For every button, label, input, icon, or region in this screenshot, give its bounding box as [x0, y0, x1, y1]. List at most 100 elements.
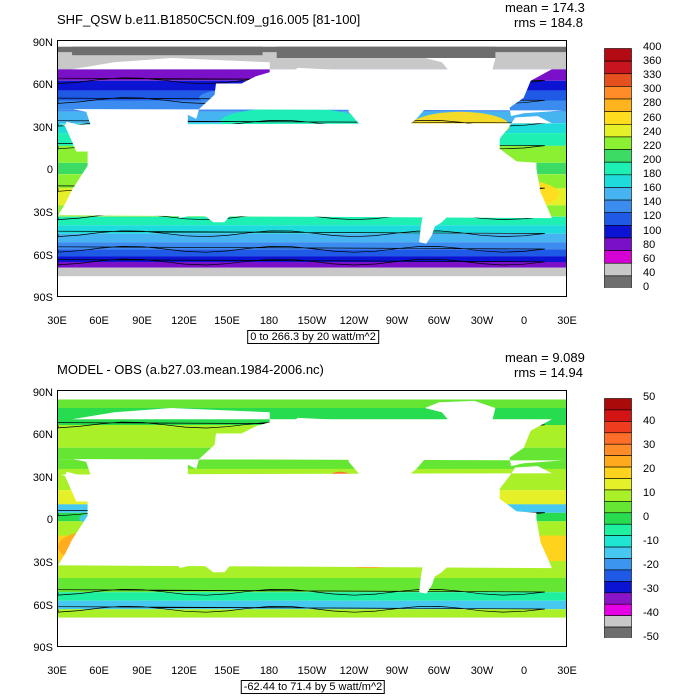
colorbar-label: 120	[643, 210, 662, 223]
x-tick-label: 0	[520, 665, 528, 677]
contour-line	[58, 605, 545, 613]
heatmap-canvas	[58, 41, 566, 296]
colorbar-swatch	[604, 262, 632, 277]
colorbar-label: 100	[643, 224, 662, 237]
land-arctic	[58, 391, 566, 400]
colorbar-swatch	[604, 466, 632, 479]
colorbar-label: -40	[643, 607, 659, 619]
land-nAmerica	[286, 417, 445, 508]
colorbar-swatch	[604, 432, 632, 445]
colorbar-swatch	[604, 237, 632, 251]
land-greenland	[424, 50, 496, 84]
x-tick-label: 90E	[132, 315, 152, 327]
colorbar-label: 60	[643, 252, 656, 265]
colorbar-swatch	[604, 174, 632, 188]
colorbar-label: -50	[643, 631, 659, 643]
colorbar-swatch	[604, 250, 632, 264]
x-tick-label: 120E	[171, 665, 197, 677]
colorbar-swatch	[604, 73, 632, 87]
colorbar-swatch	[604, 489, 632, 502]
colorbar-swatch	[604, 398, 632, 411]
colorbar-label: -30	[643, 583, 659, 595]
colorbar-swatch	[604, 123, 632, 138]
colorbar-swatches	[604, 48, 632, 289]
field-band	[58, 578, 566, 593]
y-tick-label: 0	[46, 164, 53, 176]
colorbar-label: 280	[643, 97, 662, 110]
colorbar-label: 300	[643, 83, 662, 96]
field-band	[58, 249, 566, 257]
y-tick-label: 30S	[33, 207, 53, 219]
y-tick-label: 60N	[32, 79, 53, 91]
colorbar-label: 260	[643, 111, 662, 124]
x-tick-label: 120E	[171, 315, 197, 327]
x-tick-label: 0	[520, 315, 528, 327]
chart-title: MODEL - OBS (a.b27.03.mean.1984-2006.nc)	[57, 362, 324, 377]
colorbar	[604, 48, 632, 289]
colorbar-swatch	[604, 421, 632, 434]
chart-title: SHF_QSW b.e11.B1850C5CN.f09_g16.005 [81-…	[57, 12, 361, 27]
field-band	[58, 233, 566, 243]
x-tick-label: 60E	[89, 665, 109, 677]
colorbar-swatch	[604, 535, 632, 548]
x-tick-label: 30E	[47, 665, 67, 677]
colorbar-swatch	[604, 603, 632, 616]
colorbar-swatch	[604, 199, 632, 214]
x-tick-label: 30E	[47, 315, 67, 327]
colorbar-label: 330	[643, 69, 662, 82]
colorbar-swatch	[604, 212, 632, 226]
land-australia	[176, 534, 232, 573]
land-masses	[58, 41, 566, 296]
x-tick-label: 30E	[557, 665, 577, 677]
field-band	[58, 592, 566, 601]
land-sAmerica	[409, 151, 475, 244]
y-tick-label: 90N	[32, 37, 53, 49]
land-arctic	[58, 41, 566, 47]
colorbar-swatch	[604, 512, 632, 525]
land-antarctica	[58, 276, 566, 296]
x-tick-label: 90E	[132, 665, 152, 677]
x-tick-label: 150W	[297, 665, 327, 677]
x-tick-label: 90W	[385, 315, 409, 327]
y-tick-label: 60N	[32, 429, 53, 441]
land-antarctica	[58, 626, 566, 646]
y-tick-label: 60S	[33, 250, 53, 262]
colorbar-swatch	[604, 86, 632, 100]
x-tick-label: 30W	[470, 665, 494, 677]
units-label: 0 to 266.3 by 20 watt/m^2	[247, 330, 379, 344]
colorbar-label: 140	[643, 196, 662, 209]
colorbar-swatch	[604, 558, 632, 571]
x-tick-label: 150W	[297, 315, 327, 327]
colorbar-swatch	[604, 161, 632, 176]
colorbar-label: 180	[643, 168, 662, 181]
stats-block: mean = 174.3 rms = 184.8	[505, 0, 585, 30]
shortwave-flux-panel: SHF_QSW b.e11.B1850C5CN.f09_g16.005 [81-…	[32, 0, 662, 344]
field-band	[58, 609, 566, 618]
colorbar-swatch	[604, 523, 632, 536]
rms-stat: rms = 184.8	[513, 15, 583, 30]
x-tick-label: 150E	[214, 315, 240, 327]
colorbar-label: 220	[643, 139, 662, 152]
colorbar-swatch	[604, 136, 632, 150]
field-band	[58, 600, 566, 610]
colorbar-label: 240	[643, 125, 662, 138]
contour-line	[58, 588, 545, 596]
field-band	[58, 216, 566, 226]
colorbar-swatches	[604, 398, 632, 639]
colorbar-label: 40	[643, 266, 656, 279]
colorbar-label: 80	[643, 238, 656, 251]
colorbar-swatch	[604, 98, 632, 112]
colorbar-label: 50	[643, 391, 656, 403]
field-band	[58, 617, 566, 629]
colorbar-label: -20	[643, 559, 659, 571]
colorbar-swatch	[604, 478, 632, 491]
mean-stat: mean = 9.089	[505, 350, 585, 365]
y-tick-label: 60S	[33, 600, 53, 612]
colorbar-swatch	[604, 592, 632, 605]
contour-line	[58, 230, 545, 238]
contour-line	[58, 246, 545, 253]
colorbar-swatch	[604, 581, 632, 594]
colorbar-swatch	[604, 225, 632, 239]
colorbar-swatch	[604, 409, 632, 422]
colorbar-swatch	[604, 443, 632, 456]
